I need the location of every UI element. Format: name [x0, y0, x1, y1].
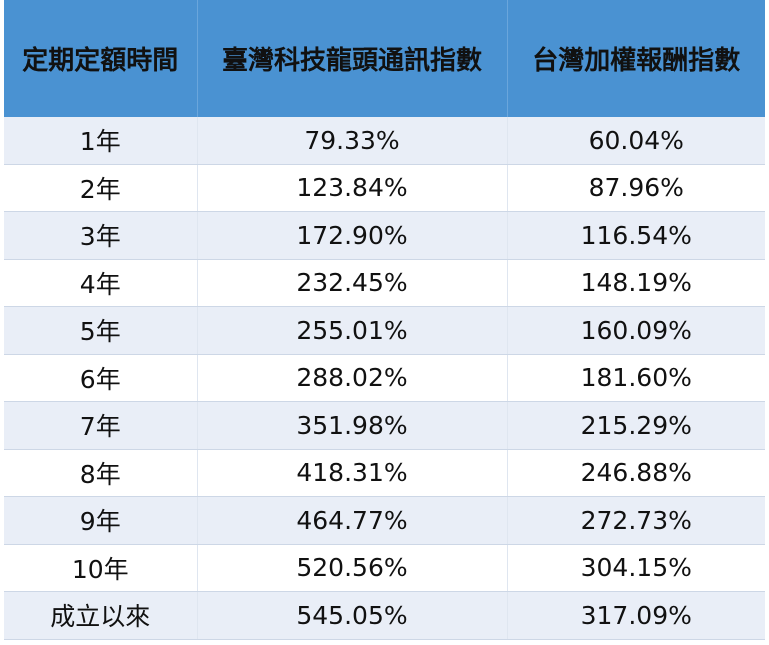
- return-cell: 418.31%: [197, 449, 508, 497]
- header-cell: 台灣加權報酬指數: [507, 0, 765, 117]
- period-cell: 7年: [4, 401, 198, 450]
- return-cell: 60.04%: [507, 117, 765, 165]
- return-cell: 172.90%: [197, 211, 508, 260]
- period-cell: 10年: [4, 544, 198, 592]
- return-cell: 464.77%: [197, 496, 508, 545]
- return-cell: 232.45%: [197, 259, 508, 307]
- table-row: 成立以來 545.05% 317.09%: [4, 591, 765, 640]
- period-cell: 8年: [4, 449, 198, 497]
- return-cell: 123.84%: [197, 164, 508, 212]
- table-container: 定期定額時間 臺灣科技龍頭通訊指數 台灣加權報酬指數 1年 79.33% 60.04% 2…: [4, 0, 765, 641]
- header-row: 定期定額時間 臺灣科技龍頭通訊指數 台灣加權報酬指數: [4, 0, 765, 117]
- table-row: 10年 520.56% 304.15%: [4, 544, 765, 592]
- period-cell: 9年: [4, 496, 198, 545]
- table-row: 9年 464.77% 272.73%: [4, 496, 765, 545]
- return-cell: 79.33%: [197, 117, 508, 165]
- period-cell: 1年: [4, 117, 198, 165]
- period-cell: 成立以來: [4, 591, 198, 640]
- period-cell: 3年: [4, 211, 198, 260]
- table-row: 6年 288.02% 181.60%: [4, 354, 765, 402]
- return-cell: 255.01%: [197, 306, 508, 355]
- header-cell: 定期定額時間: [4, 0, 198, 117]
- returns-table: 定期定額時間 臺灣科技龍頭通訊指數 台灣加權報酬指數 1年 79.33% 60.04% 2…: [4, 0, 765, 640]
- return-cell: 288.02%: [197, 354, 508, 402]
- return-cell: 181.60%: [507, 354, 765, 402]
- return-cell: 317.09%: [507, 591, 765, 640]
- return-cell: 116.54%: [507, 211, 765, 260]
- return-cell: 272.73%: [507, 496, 765, 545]
- table-row: 3年 172.90% 116.54%: [4, 211, 765, 260]
- return-cell: 545.05%: [197, 591, 508, 640]
- period-cell: 4年: [4, 259, 198, 307]
- period-cell: 6年: [4, 354, 198, 402]
- table-row: 2年 123.84% 87.96%: [4, 164, 765, 212]
- return-cell: 351.98%: [197, 401, 508, 450]
- header-cell: 臺灣科技龍頭通訊指數: [197, 0, 508, 117]
- return-cell: 215.29%: [507, 401, 765, 450]
- return-cell: 246.88%: [507, 449, 765, 497]
- return-cell: 520.56%: [197, 544, 508, 592]
- return-cell: 148.19%: [507, 259, 765, 307]
- return-cell: 160.09%: [507, 306, 765, 355]
- table-body: 1年 79.33% 60.04% 2年 123.84% 87.96% 3年 172.90% 11…: [4, 117, 765, 640]
- table-row: 1年 79.33% 60.04%: [4, 117, 765, 165]
- return-cell: 87.96%: [507, 164, 765, 212]
- return-cell: 304.15%: [507, 544, 765, 592]
- period-cell: 2年: [4, 164, 198, 212]
- table-row: 8年 418.31% 246.88%: [4, 449, 765, 497]
- period-cell: 5年: [4, 306, 198, 355]
- table-row: 4年 232.45% 148.19%: [4, 259, 765, 307]
- table-row: 7年 351.98% 215.29%: [4, 401, 765, 450]
- table-row: 5年 255.01% 160.09%: [4, 306, 765, 355]
